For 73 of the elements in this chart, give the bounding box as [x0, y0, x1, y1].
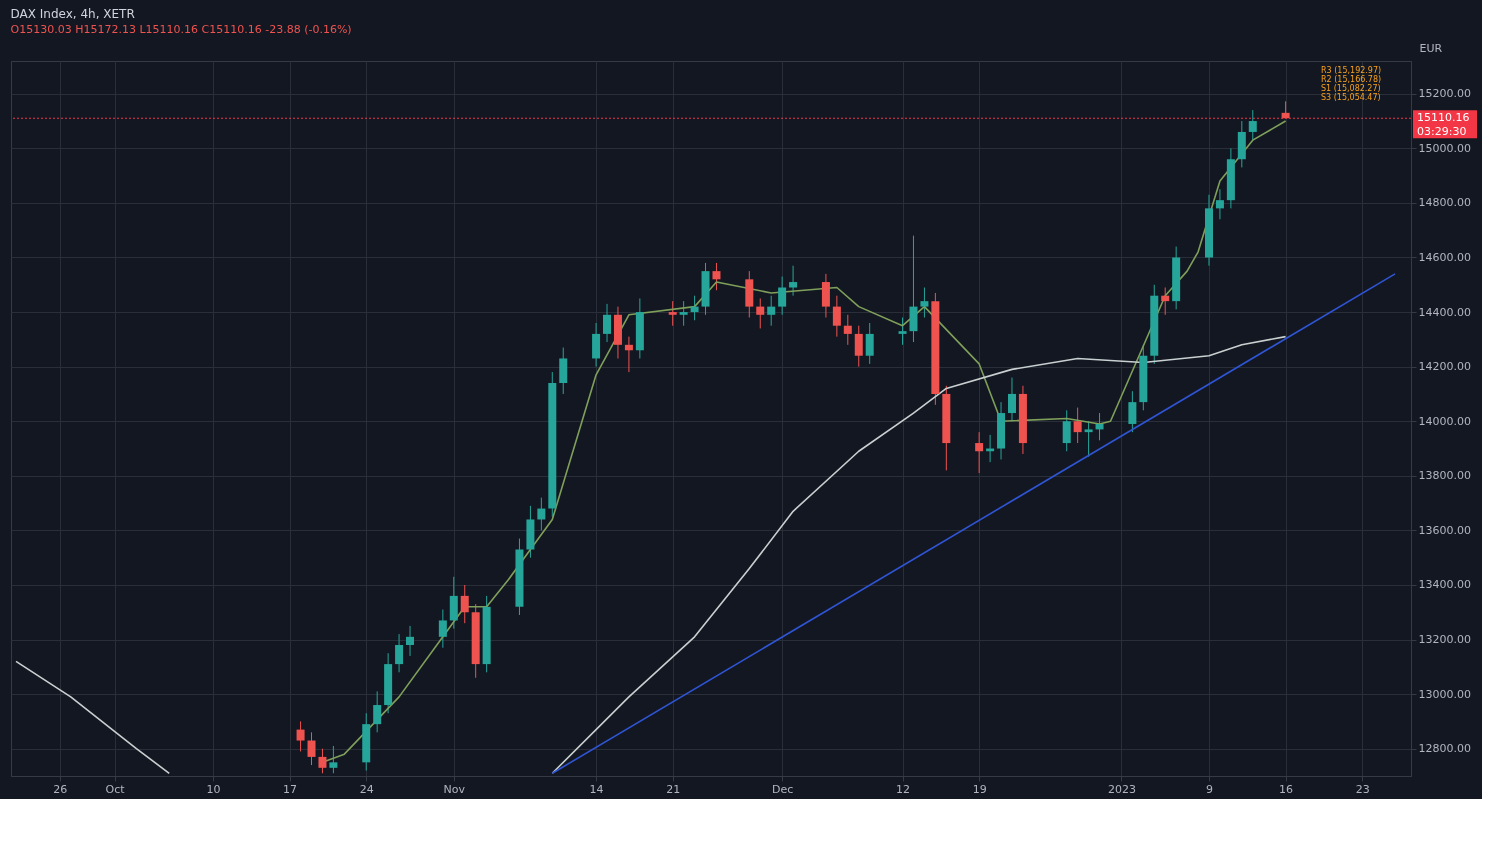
y-tick-label: 13200.00: [1418, 633, 1471, 647]
y-tick-label: 14000.00: [1418, 414, 1471, 428]
x-tick-label: 23: [1355, 782, 1370, 796]
candlestick: [843, 314, 852, 346]
candlestick: [975, 431, 984, 474]
candlestick: [460, 584, 469, 624]
x-tick-label: 16: [1279, 782, 1294, 796]
candlestick: [1062, 409, 1071, 452]
candlestick: [865, 322, 874, 365]
candlestick: [756, 297, 765, 329]
candlestick: [767, 295, 776, 327]
candlestick: [1161, 287, 1170, 316]
candlestick: [920, 287, 929, 319]
annotation: S1 (15,082.27): [1321, 84, 1381, 93]
candlestick: [537, 497, 546, 531]
y-tick-label: 14600.00: [1418, 250, 1471, 264]
x-tick-label: 14: [589, 782, 604, 796]
x-tick-label: 10: [206, 782, 221, 796]
candlestick: [679, 300, 688, 327]
candlestick: [603, 303, 612, 343]
candlestick: [406, 625, 415, 657]
candlestick: [1007, 377, 1016, 422]
candlestick: [1248, 109, 1257, 141]
candlestick: [1095, 412, 1104, 441]
x-tick-label: Nov: [443, 782, 466, 796]
candlestick: [395, 633, 404, 673]
candlestick: [1084, 420, 1093, 458]
candlestick: [778, 276, 787, 316]
candlestick: [668, 300, 677, 327]
y-tick-label: 12800.00: [1418, 742, 1471, 756]
x-tick-label: 26: [53, 782, 68, 796]
x-tick-label: 9: [1205, 782, 1213, 796]
x-tick-label: 24: [359, 782, 374, 796]
candlestick: [832, 295, 841, 338]
y-tick-label: 14200.00: [1418, 360, 1471, 374]
y-tick-label: 15000.00: [1418, 141, 1471, 155]
y-tick-label: 13400.00: [1418, 578, 1471, 592]
x-tick-label: 19: [972, 782, 987, 796]
y-axis-title: EUR: [1419, 41, 1443, 55]
y-tick-label: 14400.00: [1418, 305, 1471, 319]
text: 03:29:30: [1417, 125, 1467, 139]
annotation: R2 (15,166.78): [1321, 75, 1382, 84]
candlestick: [329, 745, 338, 774]
candlestick: [373, 690, 382, 733]
chart-title: DAX Index, 4h, XETR: [10, 7, 135, 21]
x-tick-label: 2023: [1107, 782, 1136, 796]
candlestick: [898, 317, 907, 346]
y-tick-label: 15200.00: [1418, 87, 1471, 101]
x-tick-label: Oct: [105, 782, 126, 796]
y-tick-label: 13600.00: [1418, 523, 1471, 537]
chart-subtitle: O15130.03 H15172.13 L15110.16 C15110.16 -23.88 (-0.16%): [10, 23, 352, 36]
candlestick: [438, 609, 447, 649]
candlestick: [1215, 188, 1224, 220]
x-tick-label: 21: [666, 782, 681, 796]
candlestick: [624, 336, 633, 373]
y-tick-label: 13000.00: [1418, 687, 1471, 701]
candlestick: [1128, 390, 1137, 433]
y-tick-label: 14800.00: [1418, 196, 1471, 210]
x-tick-label: 17: [283, 782, 298, 796]
candlestick: [789, 265, 798, 297]
y-tick-label: 13800.00: [1418, 469, 1471, 483]
x-tick-label: Dec: [771, 782, 794, 796]
candlestick: [690, 295, 699, 321]
candlestick: [296, 720, 305, 752]
annotation: S3 (15,054.47): [1321, 93, 1381, 102]
candlestick: [712, 262, 721, 291]
candlestick: [318, 748, 327, 774]
ref-line-label: 15110.16: [1417, 111, 1470, 125]
candlestick: [307, 731, 316, 766]
annotation: R3 (15,192.97): [1321, 66, 1382, 75]
x-tick-label: 12: [896, 782, 911, 796]
candlestick: [854, 325, 863, 368]
candlestick: [1073, 407, 1082, 444]
